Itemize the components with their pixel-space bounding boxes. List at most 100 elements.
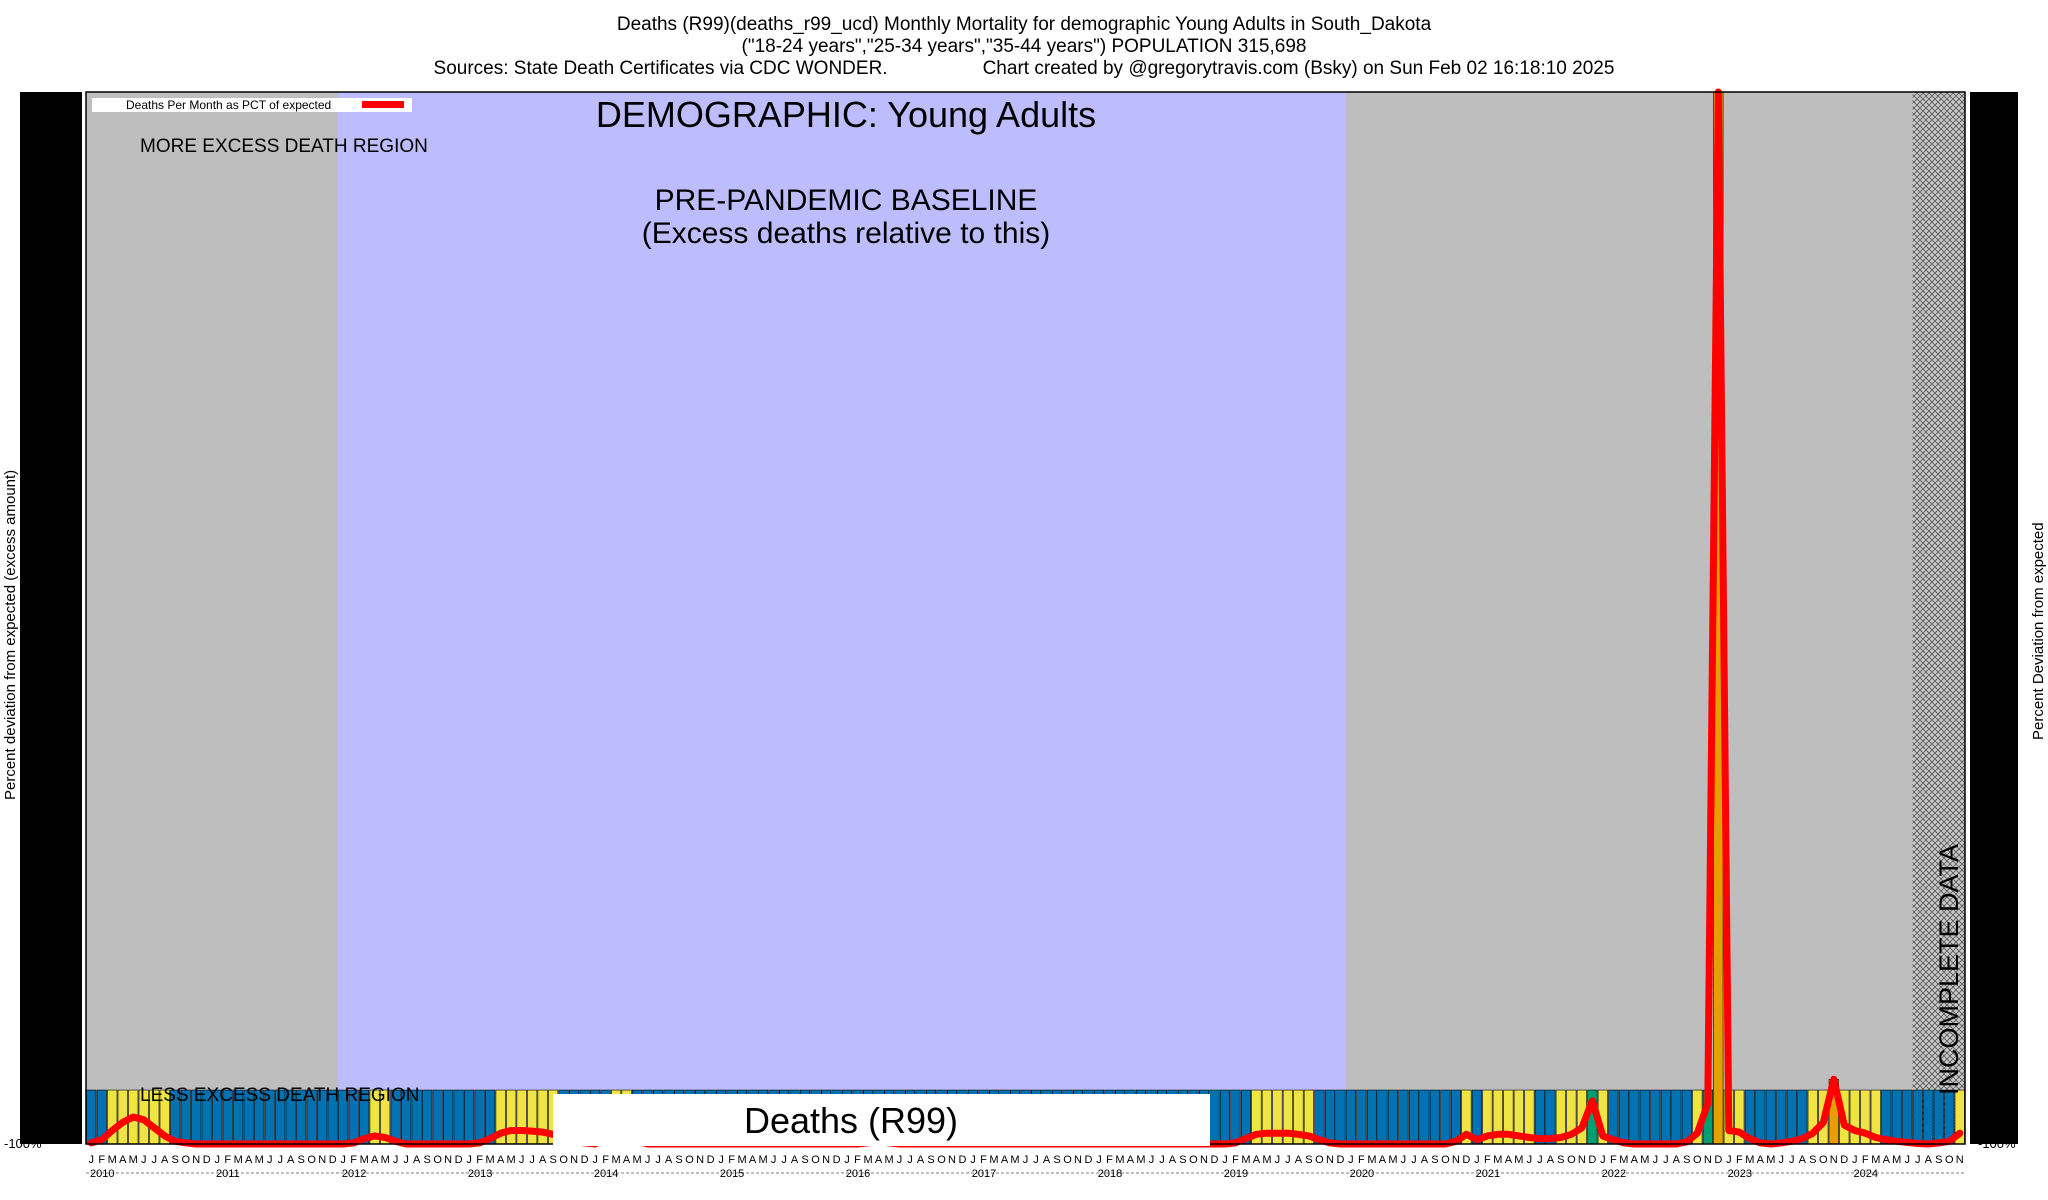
- month-tick-label: N: [570, 1154, 578, 1166]
- month-tick-label: J: [771, 1154, 777, 1166]
- month-tick-label: J: [897, 1154, 903, 1166]
- month-tick-label: J: [1905, 1154, 1911, 1166]
- month-tick-label: J: [645, 1154, 651, 1166]
- bar: [453, 1089, 464, 1145]
- month-tick-label: J: [1096, 1154, 1102, 1166]
- month-tick-label: M: [129, 1154, 138, 1166]
- month-tick-label: M: [1514, 1154, 1523, 1166]
- year-tick-label: 2017: [972, 1168, 996, 1180]
- month-tick-label: M: [1745, 1154, 1754, 1166]
- month-tick-label: S: [1053, 1154, 1060, 1166]
- month-tick-label: J: [1789, 1154, 1795, 1166]
- month-tick-label: A: [497, 1154, 505, 1166]
- bar: [1923, 1089, 1934, 1145]
- baseline-region: [337, 92, 1346, 1144]
- month-tick-label: O: [559, 1154, 568, 1166]
- month-tick-label: F: [854, 1154, 861, 1166]
- month-tick-label: N: [1704, 1154, 1712, 1166]
- footer-label-box: [553, 1094, 1210, 1146]
- month-tick-label: J: [466, 1154, 472, 1166]
- year-tick-label: 2018: [1098, 1168, 1122, 1180]
- month-tick-label: D: [959, 1154, 967, 1166]
- month-tick-label: J: [151, 1154, 157, 1166]
- month-tick-label: M: [1010, 1154, 1019, 1166]
- month-tick-label: N: [1956, 1154, 1964, 1166]
- month-tick-label: F: [98, 1154, 105, 1166]
- month-tick-label: O: [685, 1154, 694, 1166]
- month-tick-label: J: [88, 1154, 94, 1166]
- year-tick-label: 2012: [342, 1168, 366, 1180]
- month-tick-label: J: [844, 1154, 850, 1166]
- month-tick-label: J: [1852, 1154, 1858, 1166]
- month-tick-label: M: [1619, 1154, 1628, 1166]
- month-tick-label: J: [519, 1154, 525, 1166]
- month-tick-label: J: [1600, 1154, 1606, 1166]
- month-tick-label: S: [1179, 1154, 1186, 1166]
- bar: [422, 1089, 433, 1145]
- month-tick-label: S: [1431, 1154, 1438, 1166]
- bar: [1765, 1089, 1776, 1145]
- month-tick-label: D: [1714, 1154, 1722, 1166]
- bar: [1891, 1089, 1902, 1145]
- bar: [1419, 1089, 1430, 1145]
- title-line-3: Sources: State Death Certificates via CD…: [433, 58, 1615, 79]
- month-tick-label: A: [1757, 1154, 1765, 1166]
- month-tick-label: F: [1610, 1154, 1617, 1166]
- month-tick-label: J: [1023, 1154, 1029, 1166]
- month-tick-label: A: [1379, 1154, 1387, 1166]
- month-tick-label: D: [833, 1154, 841, 1166]
- month-tick-label: J: [214, 1154, 220, 1166]
- month-tick-label: J: [1474, 1154, 1480, 1166]
- month-tick-label: O: [1945, 1154, 1954, 1166]
- bar: [1324, 1089, 1335, 1145]
- month-tick-label: A: [749, 1154, 757, 1166]
- chart-title: Deaths (R99)(deaths_r99_ucd) Monthly Mor…: [0, 14, 2048, 80]
- right-tick-labels-block: [1970, 92, 2018, 1144]
- bar: [443, 1089, 454, 1145]
- month-tick-label: N: [1200, 1154, 1208, 1166]
- month-tick-label: F: [980, 1154, 987, 1166]
- bar: [1209, 1089, 1220, 1145]
- year-tick-label: 2016: [846, 1168, 870, 1180]
- month-tick-label: M: [360, 1154, 369, 1166]
- month-tick-label: A: [1799, 1154, 1807, 1166]
- bar: [1335, 1089, 1346, 1145]
- bar: [1429, 1089, 1440, 1145]
- bar: [1902, 1089, 1913, 1145]
- month-tick-label: N: [696, 1154, 704, 1166]
- month-tick-label: S: [1305, 1154, 1312, 1166]
- y-tick-bottom-left: -100%: [4, 1136, 42, 1151]
- month-tick-label: O: [1315, 1154, 1324, 1166]
- month-tick-label: J: [277, 1154, 283, 1166]
- month-tick-label: J: [1779, 1154, 1785, 1166]
- month-tick-label: N: [1074, 1154, 1082, 1166]
- month-tick-label: J: [1537, 1154, 1543, 1166]
- month-tick-label: J: [718, 1154, 724, 1166]
- month-tick-label: M: [1640, 1154, 1649, 1166]
- month-tick-label: J: [393, 1154, 399, 1166]
- month-tick-label: D: [455, 1154, 463, 1166]
- year-tick-label: 2013: [468, 1168, 492, 1180]
- year-tick-label: 2021: [1476, 1168, 1500, 1180]
- bar: [1755, 1089, 1766, 1145]
- bar: [1345, 1089, 1356, 1145]
- month-tick-label: A: [623, 1154, 631, 1166]
- bar: [86, 1089, 97, 1145]
- legend-box: [92, 98, 412, 112]
- month-tick-label: A: [1169, 1154, 1177, 1166]
- month-tick-label: A: [119, 1154, 127, 1166]
- month-tick-label: J: [1726, 1154, 1732, 1166]
- bar: [1650, 1089, 1661, 1145]
- month-tick-label: J: [1348, 1154, 1354, 1166]
- year-tick-label: 2024: [1854, 1168, 1878, 1180]
- month-tick-label: S: [1935, 1154, 1942, 1166]
- year-tick-label: 2010: [90, 1168, 114, 1180]
- month-tick-label: M: [234, 1154, 243, 1166]
- month-tick-label: J: [970, 1154, 976, 1166]
- month-tick-label: F: [1484, 1154, 1491, 1166]
- month-tick-label: M: [1493, 1154, 1502, 1166]
- month-tick-label: D: [329, 1154, 337, 1166]
- month-tick-label: O: [1441, 1154, 1450, 1166]
- month-tick-label: F: [224, 1154, 231, 1166]
